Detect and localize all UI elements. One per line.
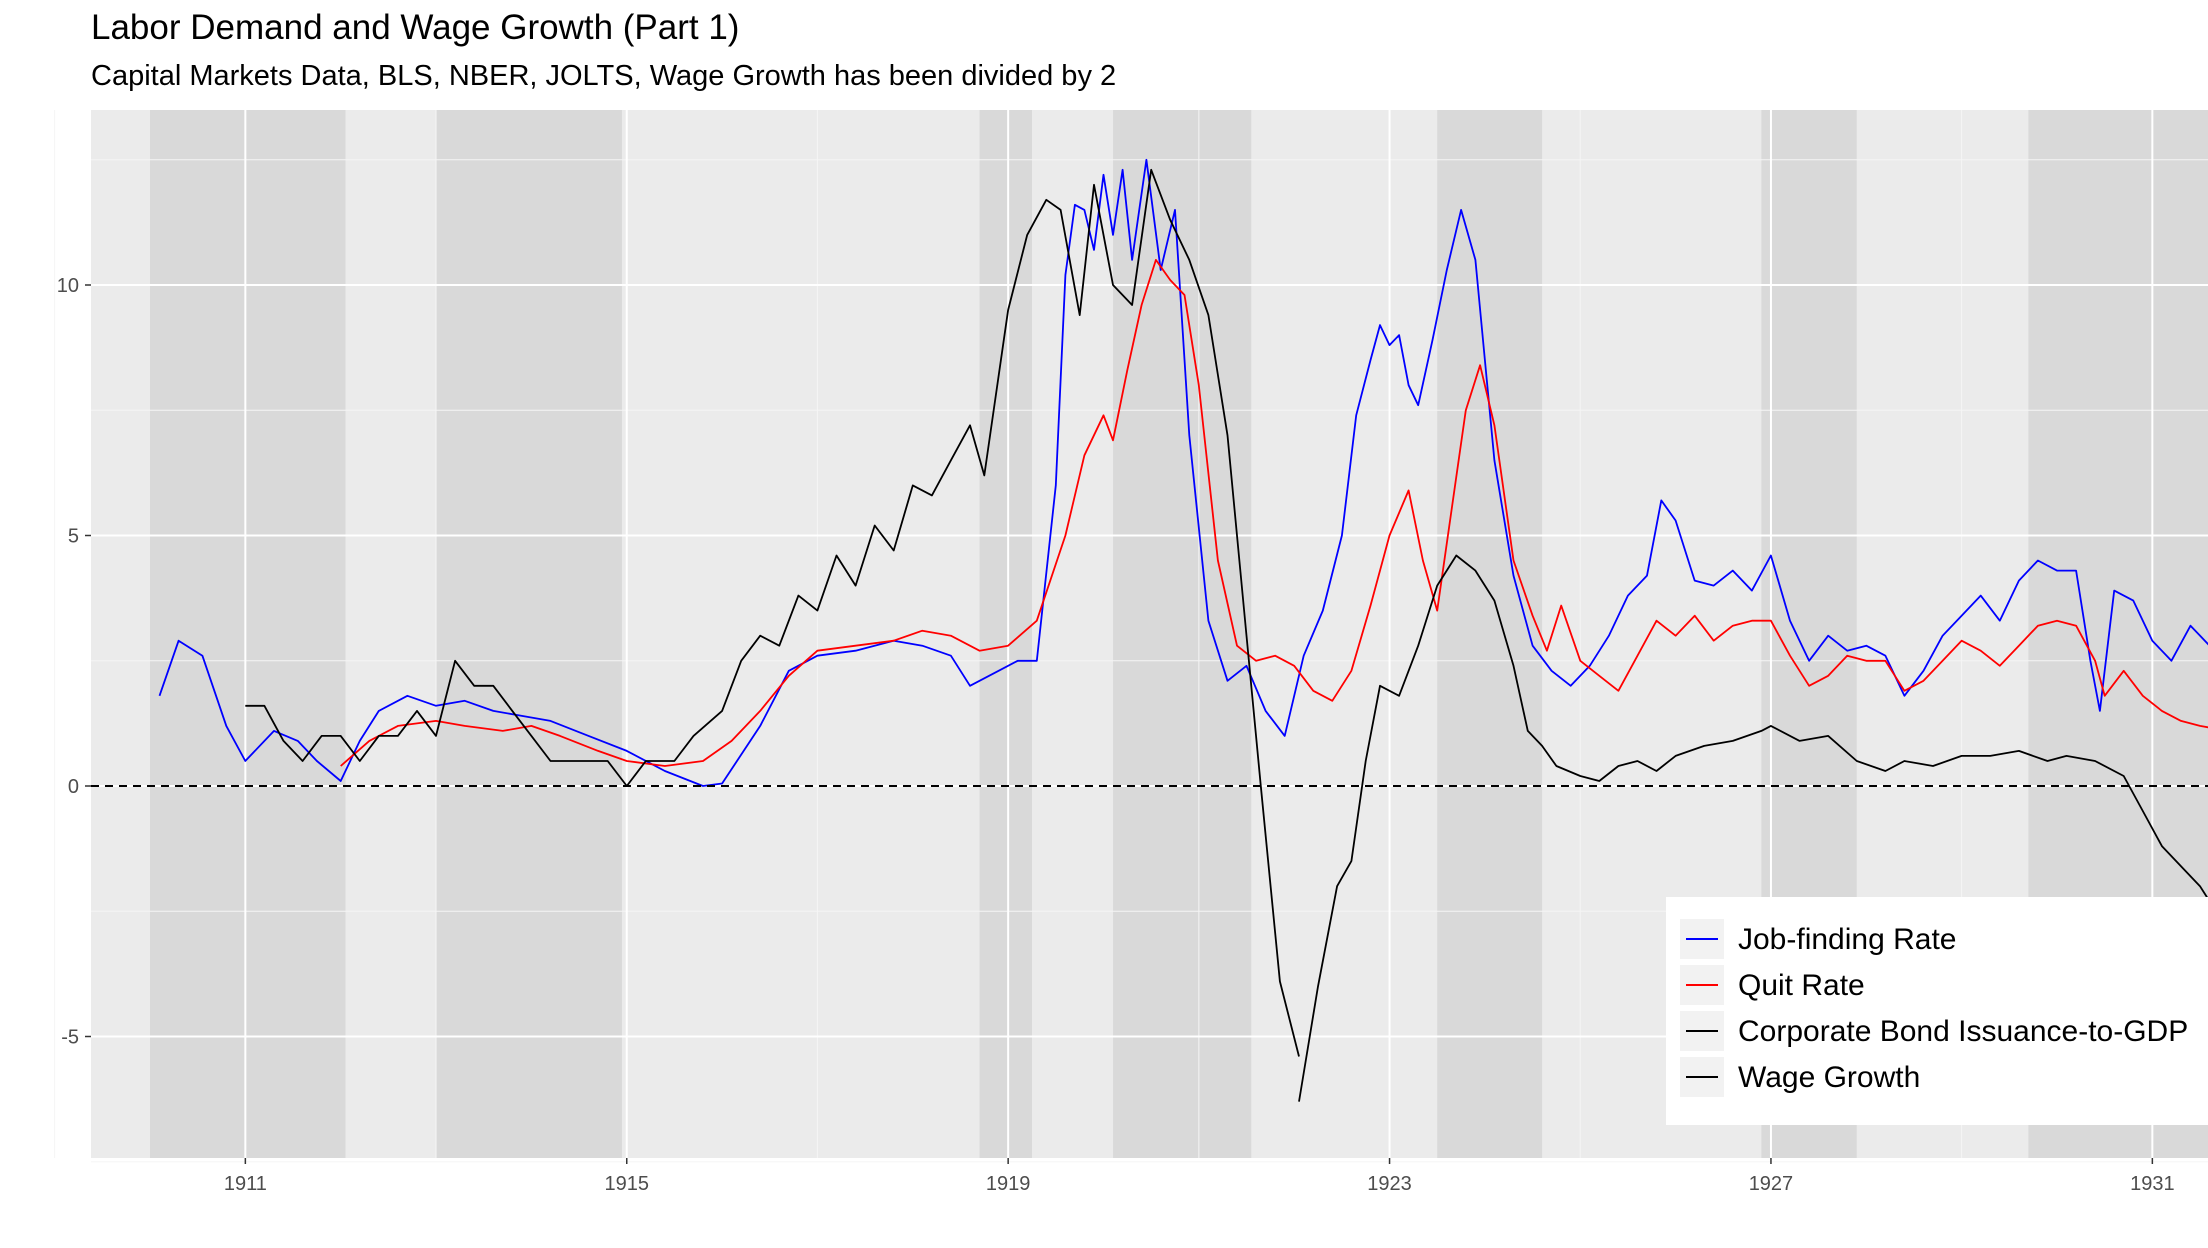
series-line-quit-rate bbox=[340, 259, 2208, 767]
legend-key bbox=[1680, 965, 1724, 1005]
legend-key bbox=[1680, 1011, 1724, 1051]
chart-subtitle: Capital Markets Data, BLS, NBER, JOLTS, … bbox=[91, 60, 1117, 92]
legend-item-wage-growth: Wage Growth bbox=[1680, 1057, 2208, 1097]
x-tick-label: 1919 bbox=[986, 1173, 1031, 1195]
y-tick-label: 0 bbox=[68, 776, 79, 798]
legend-label: Quit Rate bbox=[1738, 969, 1865, 1002]
recession-band bbox=[436, 110, 622, 1158]
legend-item-quit-rate: Quit Rate bbox=[1680, 965, 2208, 1005]
y-tick-label: 10 bbox=[57, 275, 79, 297]
legend-key bbox=[1680, 1057, 1724, 1097]
legend-item-bond-issuance: Corporate Bond Issuance-to-GDP bbox=[1680, 1011, 2208, 1051]
legend-item-job-finding-rate: Job-finding Rate bbox=[1680, 919, 2208, 959]
legend-label: Job-finding Rate bbox=[1738, 923, 1957, 956]
x-tick-label: 1923 bbox=[1367, 1173, 1412, 1195]
series-line-job-finding-rate bbox=[158, 158, 2208, 787]
recession-band bbox=[150, 110, 346, 1158]
x-tick-label: 1915 bbox=[605, 1173, 650, 1195]
series-line-corporate-bond-issuance-to-gdp bbox=[245, 168, 1300, 1057]
recession-band bbox=[1113, 110, 1252, 1158]
legend: Job-finding Rate Quit Rate Corporate Bon… bbox=[1666, 897, 2208, 1125]
recession-band bbox=[1437, 110, 1543, 1158]
legend-key bbox=[1680, 919, 1724, 959]
y-tick-label: 5 bbox=[68, 526, 79, 548]
y-tick-label: -5 bbox=[61, 1027, 79, 1049]
x-tick-label: 1911 bbox=[224, 1173, 267, 1195]
x-tick-label: 1927 bbox=[1749, 1173, 1794, 1195]
x-tick-label: 1931 bbox=[2130, 1173, 2175, 1195]
legend-label: Corporate Bond Issuance-to-GDP bbox=[1738, 1015, 2189, 1048]
recession-band bbox=[979, 110, 1032, 1158]
legend-label: Wage Growth bbox=[1738, 1061, 1921, 1094]
series-line-wage-growth bbox=[1298, 554, 2208, 1102]
axes: -505101911191519191923192719311935193919… bbox=[57, 275, 2175, 1195]
chart-title: Labor Demand and Wage Growth (Part 1) bbox=[91, 8, 740, 47]
series-lines bbox=[91, 158, 2208, 1102]
